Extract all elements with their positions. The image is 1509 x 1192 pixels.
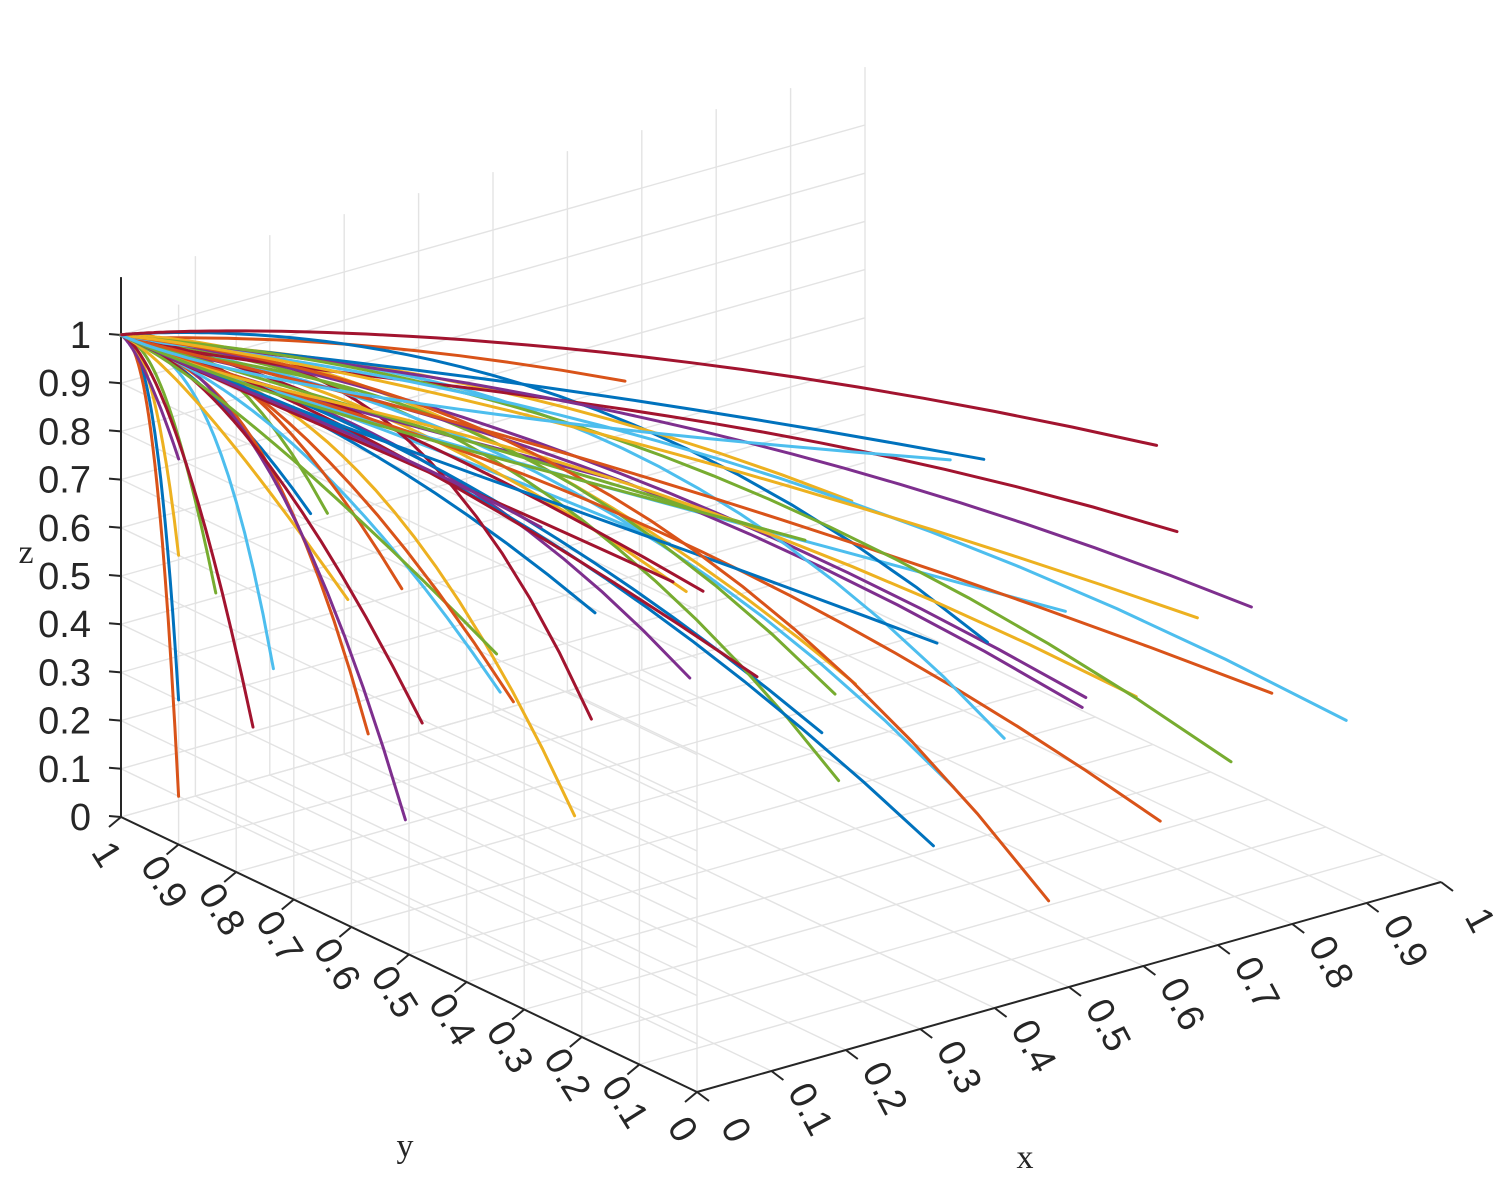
- x-tick-label: 0: [712, 1111, 759, 1149]
- trajectory-line: [120, 329, 1159, 447]
- y-tick-mark: [338, 926, 353, 938]
- x-tick-mark: [1365, 902, 1380, 913]
- z-tick-mark: [108, 429, 122, 433]
- grid-line: [236, 661, 981, 873]
- grid-lines: [120, 67, 1442, 1093]
- z-tick-mark: [108, 670, 122, 674]
- z-tick-label: 0.6: [38, 508, 91, 550]
- grid-line: [120, 317, 866, 529]
- y-tick-label: 0.3: [478, 1014, 542, 1081]
- y-tick-label: 0.1: [593, 1069, 657, 1136]
- y-tick-mark: [281, 898, 295, 911]
- grid-line: [715, 648, 1293, 925]
- trajectory-line: [120, 333, 841, 783]
- x-tick-mark: [845, 1049, 859, 1060]
- grid-line: [120, 575, 698, 852]
- x-tick-label: 1: [1456, 901, 1503, 939]
- y-tick-mark: [396, 953, 410, 966]
- grid-line: [567, 690, 1144, 967]
- x-tick-mark: [1291, 923, 1305, 934]
- y-tick-mark: [453, 981, 468, 993]
- grid-line: [120, 478, 698, 756]
- x-tick-mark: [1217, 944, 1231, 955]
- x-tick-label: 0.2: [853, 1055, 915, 1121]
- x-tick-label: 0.5: [1077, 992, 1139, 1058]
- x-tick-label: 0.9: [1374, 908, 1436, 974]
- trajectory-line: [119, 333, 956, 789]
- grid-line: [293, 688, 1038, 901]
- grid-line: [120, 124, 866, 336]
- x-tick-label: 0.6: [1151, 971, 1213, 1037]
- grid-line: [120, 606, 866, 818]
- z-tick-label: 0.5: [38, 556, 91, 598]
- y-tick-label: 0: [659, 1110, 706, 1150]
- z-tick-mark: [108, 622, 122, 626]
- series-lines: [119, 329, 1348, 903]
- z-tick-mark: [108, 766, 122, 770]
- y-tick-label: 0.7: [247, 904, 311, 971]
- x-tick-mark: [1068, 986, 1082, 997]
- grid-line: [120, 382, 698, 659]
- z-tick-label: 0.7: [38, 460, 91, 502]
- z-tick-mark: [108, 574, 122, 577]
- y-tick-mark: [511, 1008, 525, 1021]
- x-tick-mark: [919, 1028, 933, 1039]
- z-tick-label: 0.9: [38, 363, 91, 405]
- x-tick-label: 0.7: [1225, 950, 1287, 1016]
- y-tick-label: 0.2: [535, 1041, 599, 1108]
- axes: [108, 277, 1454, 1103]
- z-axis-label: z: [18, 534, 33, 571]
- x-tick-mark: [770, 1070, 785, 1081]
- grid-line: [408, 743, 1154, 956]
- x-tick-label: 0.3: [928, 1034, 990, 1100]
- x-tick-mark: [1440, 881, 1454, 892]
- y-tick-mark: [165, 843, 180, 856]
- z-tick-label: 0.4: [38, 604, 91, 646]
- grid-line: [641, 669, 1219, 946]
- grid-line: [351, 716, 1096, 928]
- y-tick-label: 0.6: [305, 931, 369, 998]
- z-tick-label: 0.1: [38, 749, 91, 791]
- z-tick-mark: [108, 815, 122, 818]
- z-tick-label: 0.2: [38, 701, 91, 743]
- z-tick-mark: [108, 525, 122, 529]
- y-tick-label: 0.9: [132, 849, 196, 916]
- y-axis-label: y: [397, 1128, 414, 1165]
- x-tick-label: 0.8: [1300, 929, 1362, 995]
- z-tick-label: 0.3: [38, 652, 91, 694]
- x-tick-label: 0.1: [779, 1076, 841, 1142]
- z-tick-mark: [108, 381, 122, 385]
- z-tick-label: 0.8: [38, 411, 91, 453]
- y-tick-label: 0.5: [362, 959, 426, 1026]
- grid-line: [864, 606, 1442, 883]
- x-tick-mark: [1142, 965, 1157, 976]
- z-tick-mark: [108, 477, 122, 481]
- x-tick-label: 0.4: [1002, 1013, 1064, 1079]
- grid-line: [120, 172, 866, 384]
- y-tick-mark: [569, 1036, 583, 1048]
- y-tick-label: 0.4: [420, 986, 484, 1053]
- z-tick-label: 1: [70, 315, 91, 357]
- z-tick-label: 0: [70, 797, 91, 839]
- y-tick-label: 0.8: [190, 876, 254, 943]
- grid-line: [178, 633, 923, 846]
- y-tick-mark: [223, 871, 237, 883]
- x-axis-label: x: [1017, 1139, 1034, 1176]
- y-tick-mark: [626, 1063, 641, 1076]
- y-tick-mark: [108, 816, 122, 828]
- z-tick-mark: [108, 718, 122, 722]
- grid-line: [120, 220, 866, 433]
- z-tick-mark: [108, 333, 122, 336]
- x-tick-mark: [696, 1091, 710, 1102]
- trajectory-line: [119, 333, 255, 729]
- y-tick-label: 1: [83, 835, 130, 875]
- y-tick-mark: [684, 1091, 698, 1103]
- x-tick-mark: [993, 1007, 1008, 1018]
